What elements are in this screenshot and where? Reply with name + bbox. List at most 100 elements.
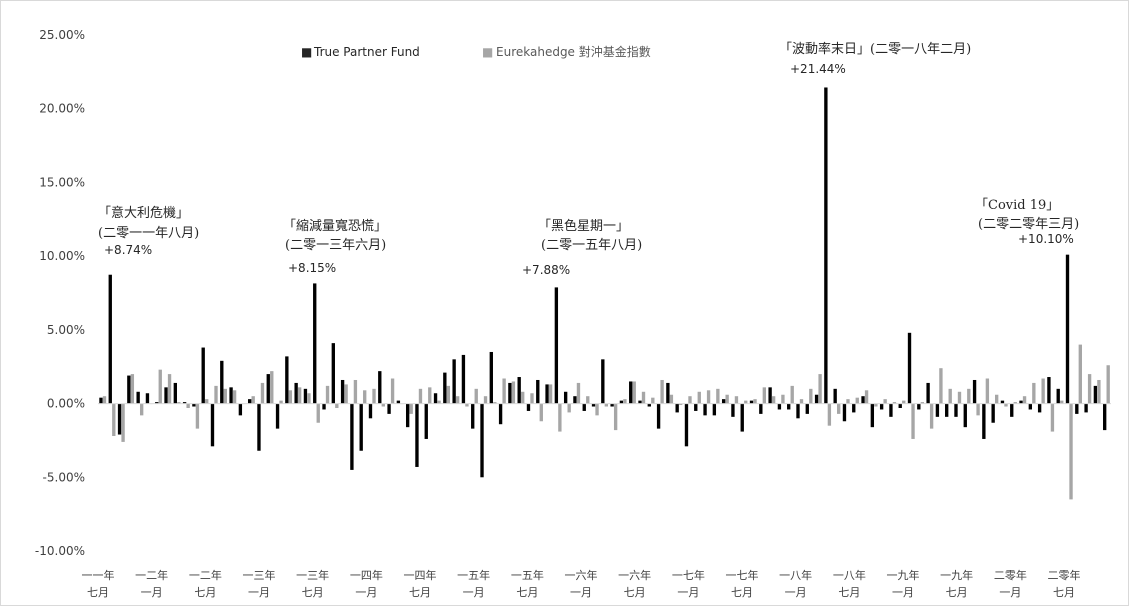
x-tick-label-month: 七月 — [409, 586, 431, 599]
bar-index — [409, 403, 413, 414]
bar-fund — [1103, 403, 1107, 431]
bar-index — [446, 385, 451, 404]
bar-fund — [1000, 400, 1005, 404]
bar-fund — [740, 403, 744, 432]
bar-fund — [508, 382, 512, 404]
bar-index — [158, 369, 162, 404]
bar-fund — [898, 403, 902, 408]
bar-fund — [294, 382, 298, 404]
bar-index — [1041, 378, 1045, 404]
bar-fund — [405, 403, 410, 428]
annotation-blackmonday-date: (二零一五年八月) — [541, 238, 642, 253]
bar-fund — [155, 402, 159, 404]
bar-fund — [461, 354, 466, 404]
bar-fund — [182, 402, 187, 404]
annotation-blackmonday-value: +7.88% — [522, 263, 570, 277]
bar-index — [344, 384, 348, 404]
bar-fund — [768, 387, 772, 404]
bar-index — [1060, 400, 1064, 404]
x-tick-label-month: 一月 — [570, 586, 592, 599]
x-tick-label-month: 一月 — [999, 586, 1021, 599]
x-tick-label-month: 一月 — [141, 586, 163, 599]
bar-index — [902, 400, 906, 404]
bar-index — [288, 390, 293, 404]
bar-index — [725, 394, 729, 404]
bar-index — [985, 378, 990, 404]
bar-index — [874, 403, 878, 407]
x-tick-label-month: 一月 — [463, 586, 485, 599]
bar-index — [1069, 403, 1073, 500]
bar-fund — [108, 274, 112, 404]
bar-fund — [796, 403, 800, 419]
bar-fund — [285, 356, 289, 404]
annotation-taper-date: (二零一三年六月) — [285, 238, 386, 253]
bar-index — [846, 399, 850, 404]
bar-fund — [526, 403, 531, 411]
bar-index — [437, 400, 441, 404]
bar-fund — [415, 403, 419, 467]
bar-fund — [452, 359, 456, 404]
bar-index — [1004, 403, 1008, 407]
y-tick-label: -10.00% — [35, 544, 85, 558]
bar-index — [864, 390, 869, 404]
bar-index — [799, 399, 804, 404]
bar-index — [790, 385, 794, 404]
y-tick-label: 0.00% — [47, 397, 85, 411]
legend-marker-index: ■ — [482, 45, 493, 59]
bar-index — [177, 402, 181, 404]
y-tick-label: 5.00% — [47, 323, 85, 337]
bar-index — [837, 403, 841, 414]
legend-label-index: Eurekahedge 對沖基金指數 — [496, 44, 651, 59]
x-tick-label-month: 七月 — [731, 586, 753, 599]
bar-fund — [712, 403, 717, 416]
bar-index — [539, 403, 543, 422]
bar-fund — [201, 347, 205, 404]
bar-index — [595, 403, 599, 416]
bar-index — [883, 399, 887, 404]
bar-index — [818, 374, 822, 404]
x-tick-label-year: 二零年 — [994, 568, 1027, 582]
bar-fund — [610, 403, 614, 407]
bar-fund — [814, 394, 819, 404]
bars — [99, 87, 1110, 500]
bar-index — [1032, 382, 1036, 404]
bar-index — [641, 391, 646, 404]
bar-fund — [210, 403, 215, 447]
bar-fund — [954, 403, 958, 417]
bar-fund — [164, 387, 168, 404]
bar-index — [1013, 402, 1017, 404]
bar-index — [474, 388, 478, 404]
annotation-italy-date: (二零一一年八月) — [98, 226, 199, 241]
x-tick-label-year: 一五年 — [511, 568, 544, 582]
x-tick-label-month: 一月 — [355, 586, 377, 599]
bar-fund — [777, 403, 782, 410]
bar-fund — [536, 379, 540, 404]
bar-index — [576, 382, 581, 404]
bar-fund — [192, 403, 196, 407]
bar-fund — [833, 388, 837, 404]
bar-fund — [852, 403, 856, 413]
bar-fund — [396, 400, 401, 404]
bar-index — [753, 399, 757, 404]
bar-index — [957, 391, 962, 404]
bar-index — [223, 388, 227, 404]
annotation-italy-value: +8.74% — [104, 243, 152, 257]
bar-fund — [721, 399, 726, 404]
legend-marker-fund: ■ — [301, 45, 312, 59]
bar-fund — [805, 403, 809, 414]
y-tick-label: 15.00% — [39, 175, 85, 189]
bar-fund — [424, 403, 428, 439]
bar-fund — [907, 332, 912, 404]
bar-fund — [480, 403, 484, 478]
bar-fund — [759, 403, 763, 414]
x-tick-label-year: 一二年 — [135, 568, 168, 582]
bar-fund — [573, 396, 577, 404]
bar-fund — [99, 397, 103, 404]
bar-index — [139, 403, 144, 416]
bar-fund — [173, 382, 177, 404]
x-tick-label-month: 七月 — [194, 586, 216, 599]
bar-index — [102, 396, 107, 404]
bar-fund — [861, 396, 865, 404]
bar-index — [623, 399, 627, 404]
